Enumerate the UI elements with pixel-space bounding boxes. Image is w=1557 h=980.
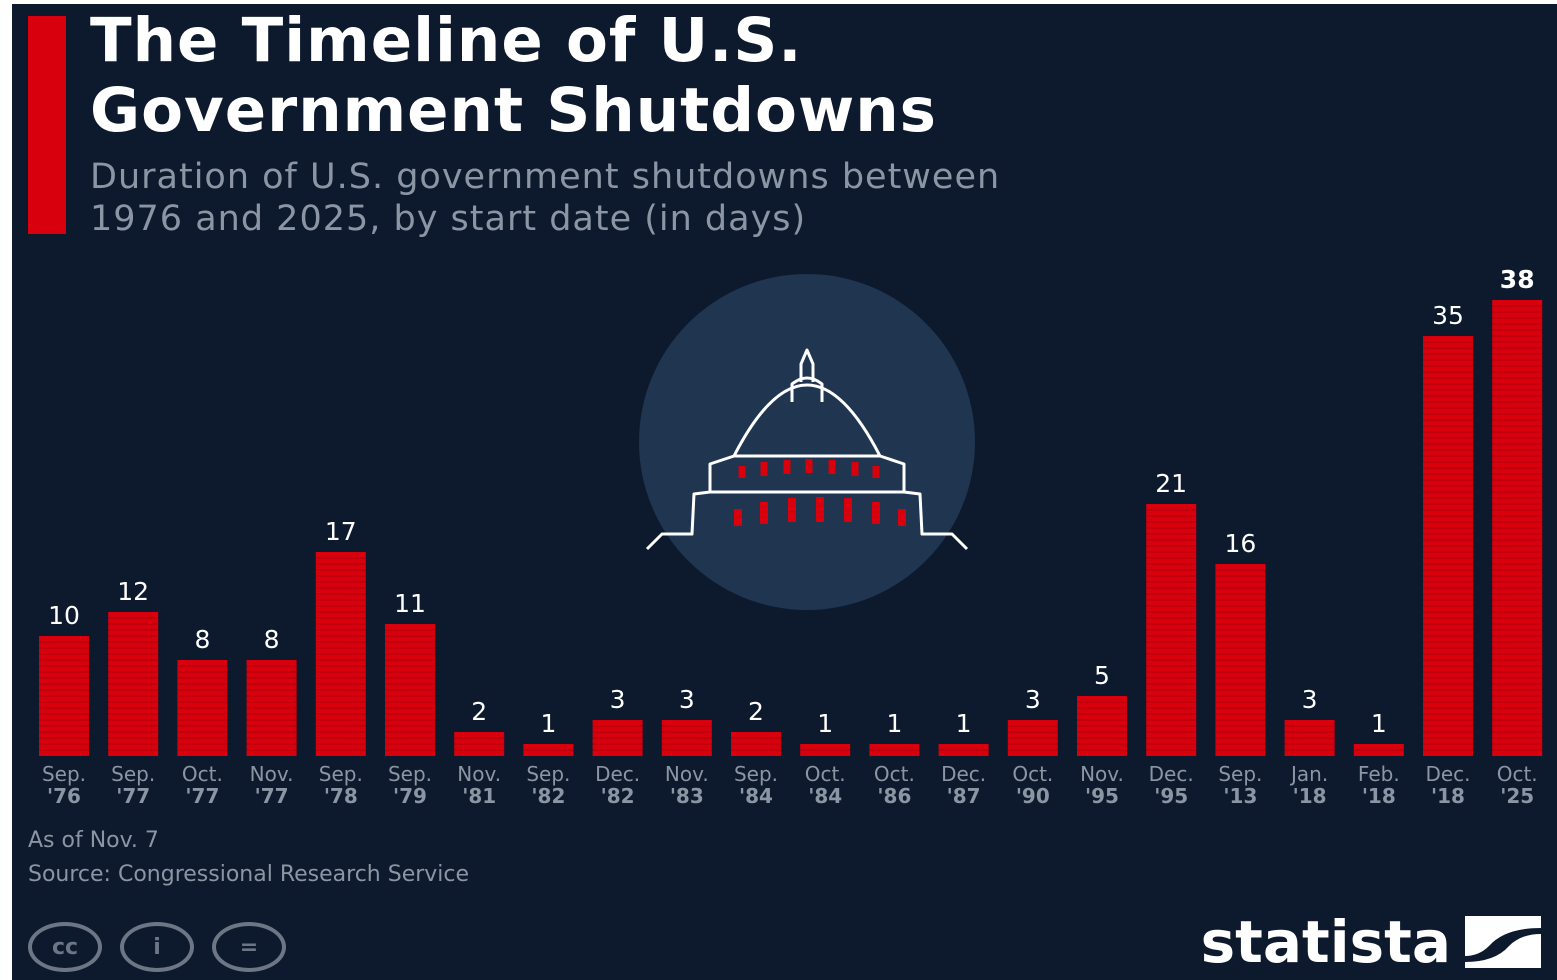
x-tick-label-year: '18: [1293, 784, 1327, 808]
bar-value-label: 3: [679, 685, 695, 714]
x-tick-label-month: Sep.: [734, 762, 778, 786]
x-tick-label-month: Sep.: [42, 762, 86, 786]
chart-subtitle: Duration of U.S. government shutdowns be…: [90, 156, 1000, 240]
bar-value-label: 2: [748, 697, 764, 726]
x-tick-label-year: '79: [393, 784, 427, 808]
bar-value-label: 1: [540, 709, 556, 738]
x-tick-label-year: '77: [255, 784, 289, 808]
chart-subtitle-line-2: 1976 and 2025, by start date (in days): [90, 199, 807, 239]
x-tick-label-month: Sep.: [1218, 762, 1262, 786]
x-tick-label-month: Oct.: [182, 762, 223, 786]
source-credit: Source: Congressional Research Service: [28, 862, 470, 887]
x-tick-label-year: '25: [1500, 784, 1534, 808]
chart-note: As of Nov. 7: [28, 828, 159, 853]
x-tick-label-year: '81: [462, 784, 496, 808]
x-tick-label-month: Jan.: [1289, 762, 1328, 786]
infographic-card: The Timeline of U.S. Government Shutdown…: [12, 4, 1557, 980]
x-tick-label-month: Oct.: [1497, 762, 1538, 786]
bar-value-label: 3: [1302, 685, 1318, 714]
x-tick-label-month: Sep.: [388, 762, 432, 786]
statista-mark-icon: [1465, 916, 1541, 968]
bar-value-label: 8: [194, 625, 210, 654]
x-tick-label-year: '77: [185, 784, 219, 808]
bar-value-label: 3: [610, 685, 626, 714]
bar-value-label: 10: [48, 601, 80, 630]
x-tick-label-year: '82: [601, 784, 635, 808]
x-tick-label-year: '18: [1431, 784, 1465, 808]
bar-value-label: 5: [1094, 661, 1110, 690]
x-tick-label-month: Feb.: [1358, 762, 1400, 786]
x-tick-label-year: '13: [1223, 784, 1257, 808]
bar-value-label: 35: [1432, 301, 1464, 330]
bar-value-label: 1: [886, 709, 902, 738]
bar-value-label: 1: [1371, 709, 1387, 738]
bar-value-label: 3: [1025, 685, 1041, 714]
x-tick-label-year: '84: [739, 784, 773, 808]
x-tick-label-year: '77: [116, 784, 150, 808]
x-tick-label-year: '95: [1154, 784, 1188, 808]
x-tick-label-month: Sep.: [319, 762, 363, 786]
x-tick-label-year: '78: [324, 784, 358, 808]
x-tick-label-month: Oct.: [1012, 762, 1053, 786]
x-tick-label-year: '84: [808, 784, 842, 808]
capitol-dome-icon: [639, 274, 975, 610]
x-tick-label-month: Nov.: [457, 762, 501, 786]
x-tick-label-year: '82: [531, 784, 565, 808]
chart-title-line-2: Government Shutdowns: [90, 75, 937, 146]
bar-value-label: 21: [1155, 469, 1187, 498]
x-tick-label-month: Dec.: [595, 762, 640, 786]
statista-logo[interactable]: statista: [1201, 912, 1541, 972]
license-icons: cc i =: [28, 922, 286, 972]
x-tick-label-year: '90: [1016, 784, 1050, 808]
x-tick-label-month: Dec.: [941, 762, 986, 786]
x-tick-label-month: Dec.: [1149, 762, 1194, 786]
x-tick-label-month: Dec.: [1425, 762, 1470, 786]
x-tick-label-month: Nov.: [1080, 762, 1124, 786]
x-tick-label-year: '83: [670, 784, 704, 808]
x-tick-label-month: Oct.: [874, 762, 915, 786]
bar-value-label: 2: [471, 697, 487, 726]
bar-value-label: 11: [394, 589, 426, 618]
bar-value-label: 38: [1500, 265, 1535, 294]
attribution-icon[interactable]: i: [120, 922, 194, 972]
brand-name: statista: [1200, 908, 1451, 976]
bar-value-label: 1: [817, 709, 833, 738]
bar-value-label: 1: [956, 709, 972, 738]
x-tick-label-year: '87: [947, 784, 981, 808]
x-tick-label-year: '95: [1085, 784, 1119, 808]
x-tick-label-year: '86: [877, 784, 911, 808]
x-tick-label-month: Nov.: [250, 762, 294, 786]
chart-title-line-1: The Timeline of U.S.: [90, 5, 803, 76]
bar-value-label: 12: [117, 577, 149, 606]
chart-title: The Timeline of U.S. Government Shutdown…: [90, 6, 937, 146]
bar-value-label: 16: [1224, 529, 1256, 558]
x-tick-label-year: '76: [47, 784, 81, 808]
bar-value-label: 17: [325, 517, 357, 546]
bar-value-label: 8: [264, 625, 280, 654]
chart-subtitle-line-1: Duration of U.S. government shutdowns be…: [90, 157, 1001, 197]
x-tick-label-month: Oct.: [805, 762, 846, 786]
x-tick-label-month: Nov.: [665, 762, 709, 786]
x-tick-label-year: '18: [1362, 784, 1396, 808]
no-derivatives-icon[interactable]: =: [212, 922, 286, 972]
x-tick-label-month: Sep.: [111, 762, 155, 786]
x-tick-label-month: Sep.: [526, 762, 570, 786]
cc-icon[interactable]: cc: [28, 922, 102, 972]
accent-bar: [28, 16, 66, 234]
